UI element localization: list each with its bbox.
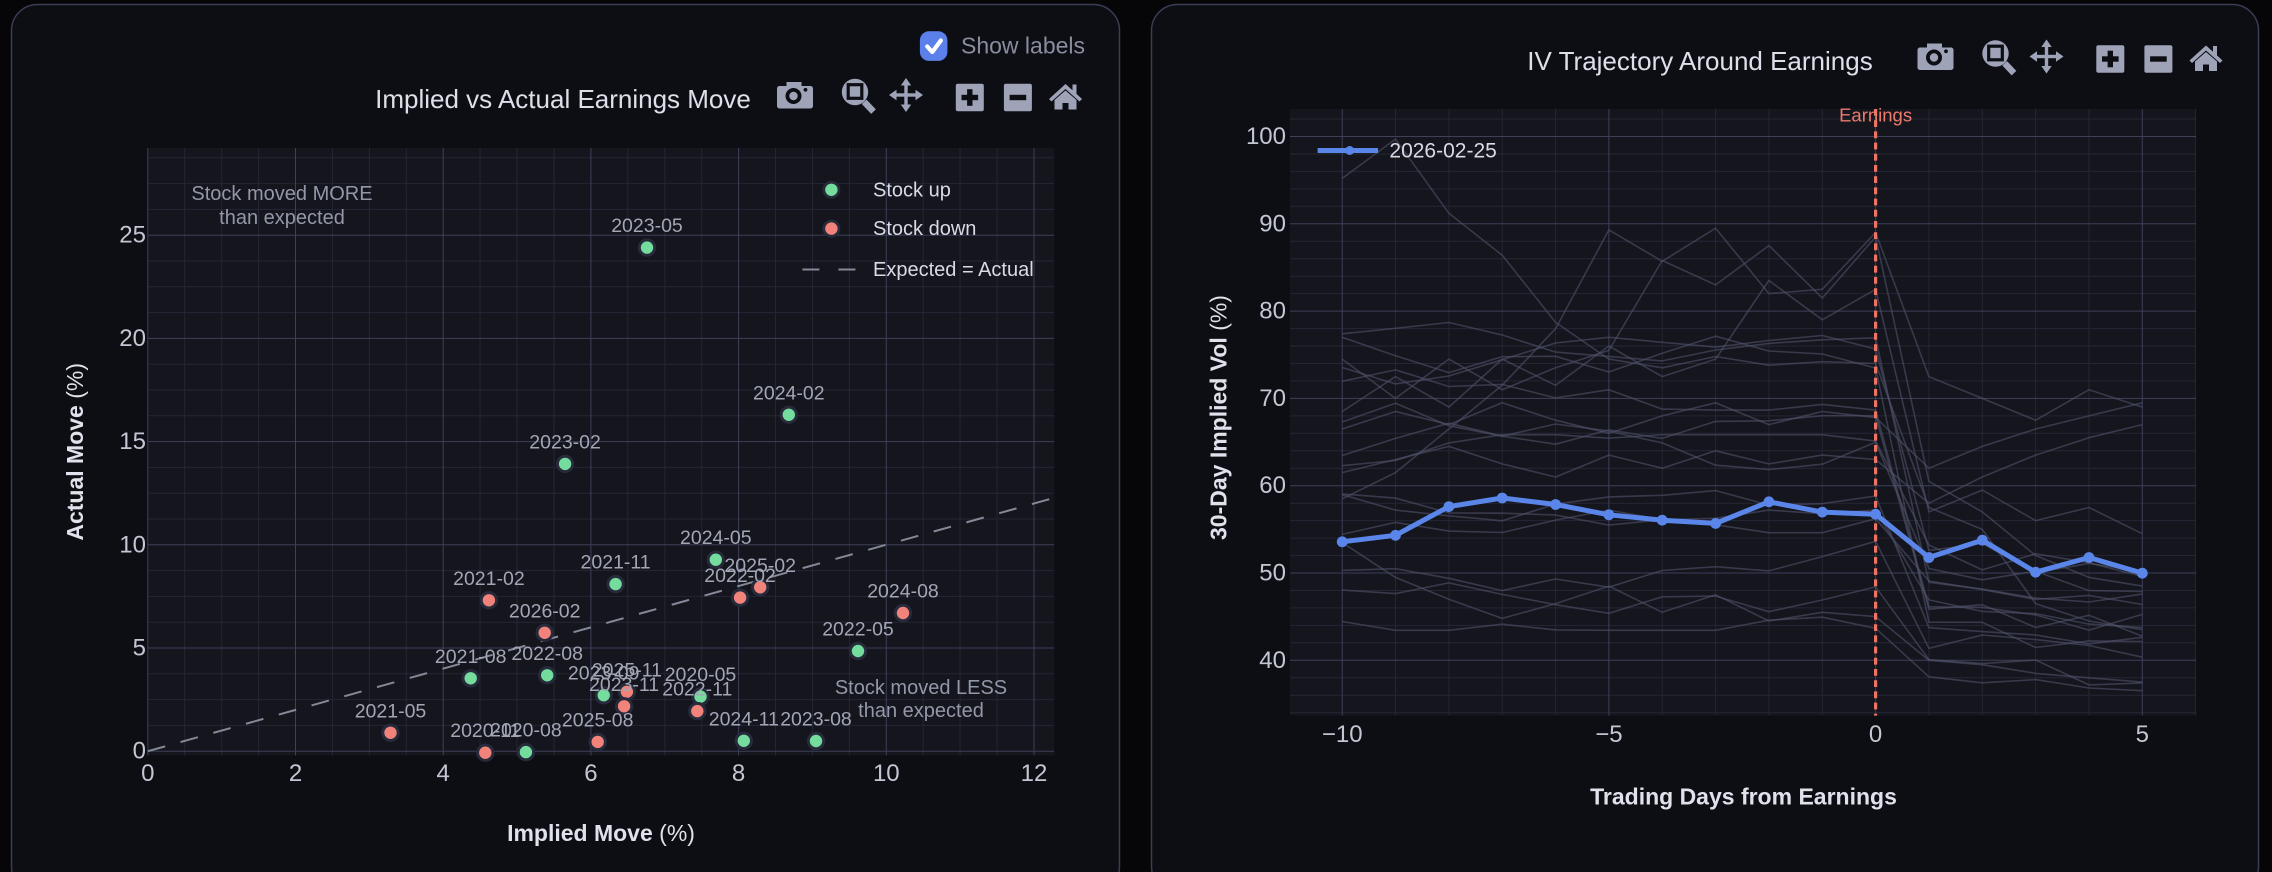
svg-text:2021-11: 2021-11 (581, 552, 651, 574)
svg-text:Actual Move (%): Actual Move (%) (62, 363, 88, 541)
svg-text:than expected: than expected (858, 700, 984, 722)
svg-text:than expected: than expected (219, 207, 345, 229)
svg-text:2023-11: 2023-11 (589, 674, 659, 696)
svg-text:2023-02: 2023-02 (529, 431, 601, 453)
svg-text:6: 6 (584, 760, 597, 787)
svg-text:10: 10 (873, 760, 900, 787)
svg-text:40: 40 (1259, 647, 1286, 674)
svg-text:2020-05: 2020-05 (665, 664, 737, 686)
svg-text:2026-02-25: 2026-02-25 (1389, 140, 1496, 163)
svg-text:2023-09: 2023-09 (568, 663, 640, 685)
svg-text:Earnings: Earnings (1839, 105, 1912, 126)
svg-text:50: 50 (1259, 560, 1286, 587)
svg-text:2025-08: 2025-08 (562, 709, 634, 731)
svg-text:5: 5 (2136, 721, 2149, 748)
svg-text:2020-08: 2020-08 (490, 720, 562, 742)
svg-text:IV Trajectory Around Earnings: IV Trajectory Around Earnings (1527, 46, 1872, 76)
svg-text:2022-08: 2022-08 (511, 643, 583, 665)
svg-text:80: 80 (1259, 298, 1286, 325)
svg-text:70: 70 (1259, 385, 1286, 412)
svg-text:Expected = Actual: Expected = Actual (873, 259, 1034, 281)
svg-text:2024-05: 2024-05 (680, 527, 752, 549)
svg-text:Implied Move (%): Implied Move (%) (507, 820, 695, 846)
svg-text:2023-05: 2023-05 (611, 215, 683, 237)
svg-text:8: 8 (732, 760, 745, 787)
svg-text:10: 10 (119, 531, 146, 558)
svg-text:2025-11: 2025-11 (592, 659, 662, 681)
svg-text:2025-02: 2025-02 (724, 555, 796, 577)
svg-text:12: 12 (1021, 760, 1048, 787)
svg-text:Stock up: Stock up (873, 179, 951, 201)
svg-text:Show labels: Show labels (961, 33, 1085, 59)
svg-text:2: 2 (289, 760, 302, 787)
svg-text:2026-02: 2026-02 (509, 600, 581, 622)
svg-text:4: 4 (437, 760, 450, 787)
svg-text:2021-08: 2021-08 (435, 646, 507, 668)
svg-text:2024-08: 2024-08 (867, 581, 939, 603)
svg-text:2024-11: 2024-11 (709, 708, 779, 730)
svg-text:25: 25 (119, 222, 146, 249)
svg-text:2023-08: 2023-08 (780, 709, 852, 731)
svg-text:2022-11: 2022-11 (662, 679, 732, 701)
svg-text:Stock down: Stock down (873, 218, 976, 240)
svg-text:Stock moved MORE: Stock moved MORE (191, 183, 372, 205)
svg-text:2021-05: 2021-05 (355, 700, 427, 722)
svg-text:2024-02: 2024-02 (753, 382, 825, 404)
svg-text:20: 20 (119, 325, 146, 352)
svg-text:Stock moved LESS: Stock moved LESS (835, 677, 1007, 699)
svg-text:Implied vs Actual Earnings Mov: Implied vs Actual Earnings Move (375, 84, 751, 114)
svg-text:−5: −5 (1595, 721, 1622, 748)
svg-text:2022-05: 2022-05 (822, 619, 894, 641)
svg-text:0: 0 (1869, 721, 1882, 748)
svg-text:Trading Days from Earnings: Trading Days from Earnings (1590, 784, 1897, 810)
svg-text:5: 5 (133, 635, 146, 662)
svg-text:30-Day Implied Vol (%): 30-Day Implied Vol (%) (1206, 295, 1232, 540)
svg-text:2021-02: 2021-02 (453, 568, 525, 590)
svg-text:90: 90 (1259, 210, 1286, 237)
svg-text:0: 0 (133, 738, 146, 765)
svg-text:15: 15 (119, 428, 146, 455)
svg-text:100: 100 (1246, 123, 1286, 150)
svg-text:60: 60 (1259, 472, 1286, 499)
svg-text:0: 0 (141, 760, 154, 787)
svg-text:2020-11: 2020-11 (450, 720, 520, 742)
svg-text:2022-02: 2022-02 (704, 565, 776, 587)
svg-text:−10: −10 (1322, 721, 1363, 748)
